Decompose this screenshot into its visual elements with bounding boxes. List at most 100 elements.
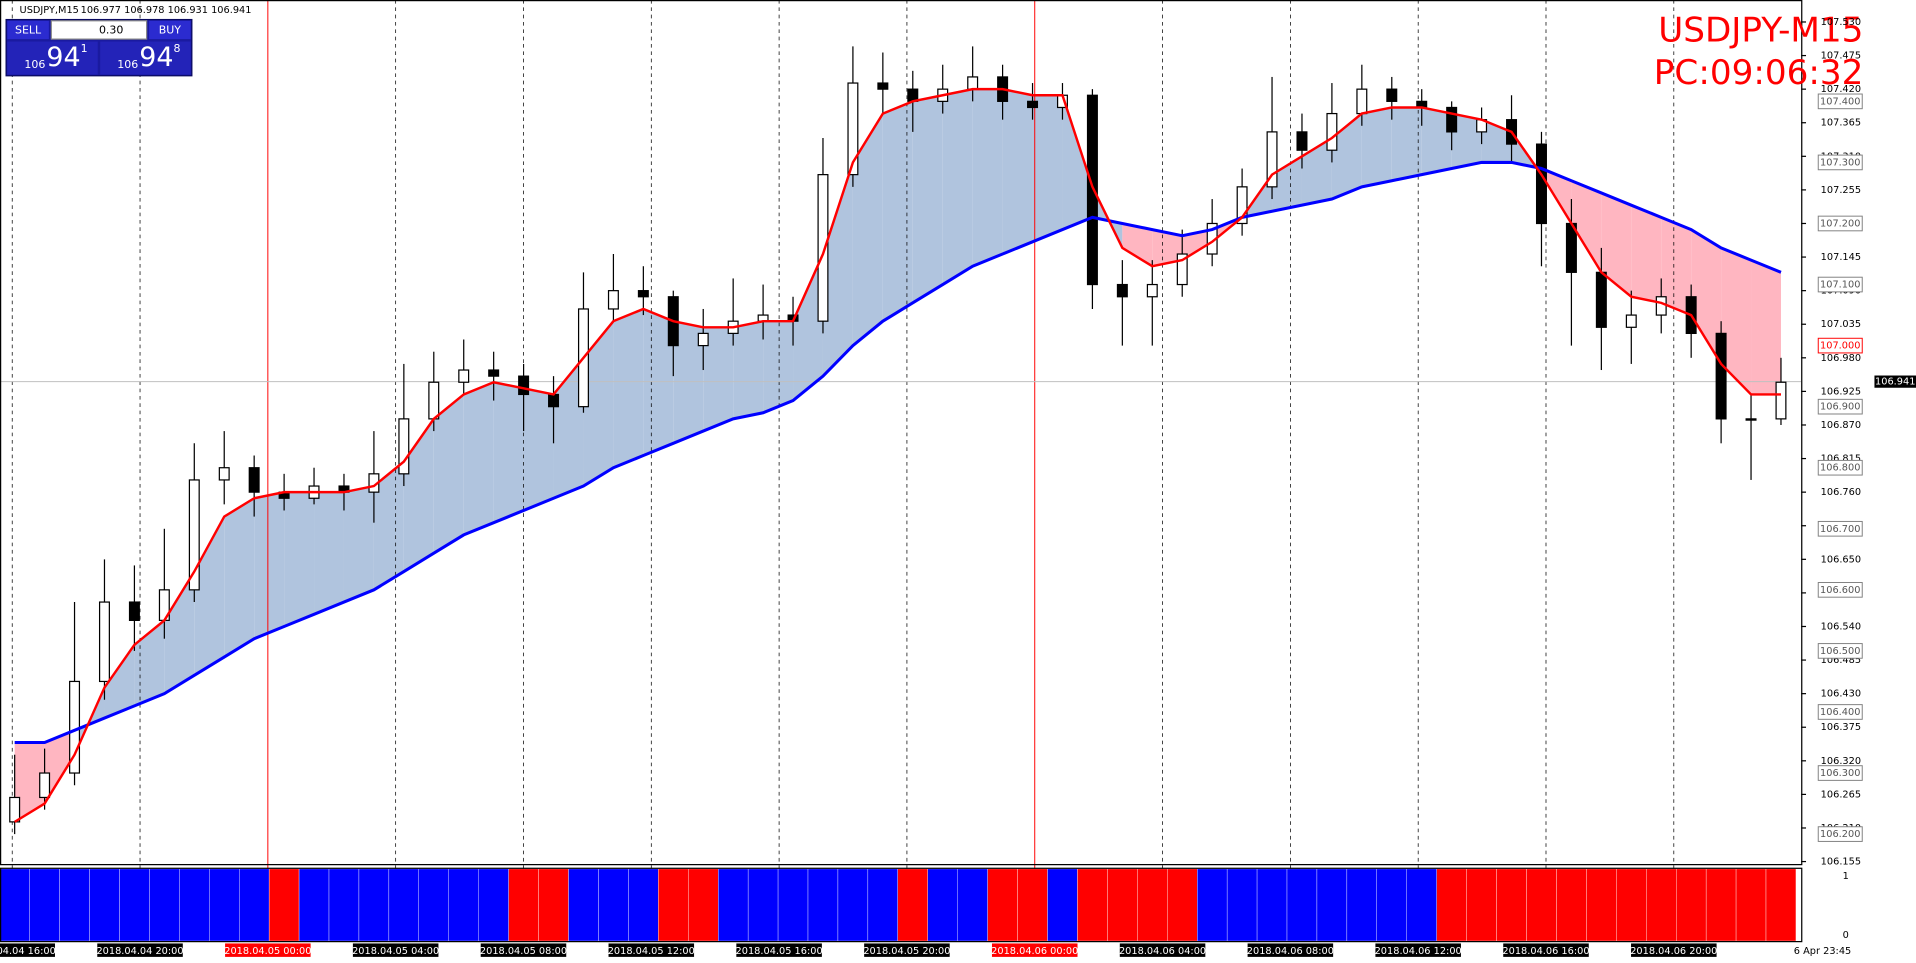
trend-bar	[268, 868, 300, 942]
candle-body	[98, 601, 110, 683]
y-tick-label: 106.430	[1821, 689, 1861, 700]
trend-bar	[837, 868, 869, 942]
candle-body	[1146, 283, 1158, 298]
trend-bar	[1676, 868, 1707, 942]
trend-bar	[897, 868, 928, 942]
time-label: 2018.04.06 04:00	[1119, 946, 1206, 957]
ma-fill	[793, 254, 823, 401]
candle-body	[518, 375, 530, 396]
ma-fill	[613, 308, 644, 468]
candle-body	[188, 479, 200, 591]
ma-fill	[164, 571, 195, 694]
trade-panel: SELL 0.30 BUY 106 94 1 106 94 8	[5, 18, 193, 77]
price-level-label: 107.400	[1820, 96, 1860, 107]
bid-fraction: 1	[81, 42, 88, 55]
ma-fill	[1571, 180, 1602, 273]
y-tick-label: 106.980	[1821, 353, 1861, 364]
ma-fill	[972, 89, 1003, 267]
ma-fill	[1751, 260, 1781, 395]
ask-box[interactable]	[100, 41, 191, 75]
trend-bar	[298, 868, 330, 942]
ma-fill	[1691, 229, 1722, 364]
price-level-box	[1817, 643, 1863, 659]
ma-fill	[673, 321, 704, 444]
candle-body	[1356, 88, 1368, 115]
candle-body	[458, 369, 470, 383]
ma-fill	[284, 492, 315, 627]
ma-fill	[14, 742, 45, 822]
time-label: 2018.04.05 20:00	[863, 946, 950, 957]
volume-input[interactable]	[50, 20, 148, 40]
current-price-label: 106.941	[1875, 377, 1915, 388]
trend-bar	[658, 868, 689, 942]
volume[interactable]: 0.30	[99, 24, 123, 37]
candle-body	[847, 82, 859, 176]
sub-tick-label: 0	[1843, 930, 1849, 941]
ma-fill	[822, 162, 853, 377]
price-level-label: 106.600	[1820, 585, 1860, 596]
time-label: 2018.04.06 12:00	[1375, 946, 1462, 957]
candle-body	[218, 467, 230, 481]
ma-fill	[763, 321, 794, 413]
candle-body	[1446, 106, 1458, 133]
ma-fill	[733, 321, 764, 419]
candle-body	[1655, 296, 1667, 316]
trend-bar	[1436, 868, 1467, 942]
trend-bar	[1077, 868, 1108, 942]
y-tick-label: 107.530	[1821, 17, 1861, 28]
candle-body	[9, 796, 21, 823]
trend-bar	[1496, 868, 1527, 942]
trend-bar	[927, 868, 958, 942]
candle-body	[1086, 94, 1098, 286]
trend-bar	[478, 868, 509, 942]
time-label-box	[1375, 943, 1461, 957]
candle-body	[1386, 88, 1398, 102]
price-level-label: 106.200	[1820, 829, 1860, 840]
time-label: 2018.04.04 16:00	[0, 946, 56, 957]
overlay-symbol: USDJPY-M15	[1658, 10, 1863, 50]
time-label: 2018.04.06 08:00	[1247, 946, 1334, 957]
price-level-box	[1817, 520, 1863, 537]
quote: 106.977 106.978 106.931 106.941	[81, 5, 252, 16]
time-label-box	[0, 943, 55, 957]
overlay-clock: PC:09:06:32	[1654, 53, 1864, 93]
price-level-box	[1817, 826, 1863, 842]
trend-bar	[328, 868, 360, 942]
trend-bar	[1466, 868, 1497, 942]
sell-button[interactable]	[7, 20, 49, 40]
time-label: 2018.04.04 20:00	[96, 946, 183, 957]
candle-body	[607, 290, 619, 310]
sub-frame	[0, 867, 1803, 943]
price-level-label: 107.100	[1820, 280, 1860, 291]
ma-fill	[1122, 223, 1153, 267]
candle-body	[1326, 112, 1338, 151]
buy-button[interactable]	[149, 20, 191, 40]
candle-body	[1595, 271, 1607, 328]
buy-label[interactable]: BUY	[159, 24, 182, 37]
ma-fill	[1182, 229, 1213, 261]
time-label: 2018.04.05 12:00	[608, 946, 695, 957]
price-level-box	[1817, 459, 1863, 476]
price-level-box	[1817, 704, 1863, 720]
ma-fill	[1301, 137, 1332, 206]
price-level-box	[1817, 276, 1863, 293]
y-tick-label: 106.815	[1821, 454, 1861, 465]
sell-label[interactable]: SELL	[15, 24, 42, 37]
bid-big-figure: 106	[24, 58, 45, 71]
time-label-box	[608, 943, 695, 957]
y-tick-label: 106.870	[1821, 420, 1861, 431]
ma-fill	[1062, 95, 1093, 230]
time-label-box	[736, 943, 822, 957]
bid-box[interactable]	[7, 41, 98, 75]
y-tick-label: 107.475	[1821, 51, 1861, 62]
trend-bar	[1047, 868, 1078, 942]
symbol-title: USDJPY,M15	[20, 5, 79, 16]
time-label-box	[1503, 943, 1589, 957]
current-price-box	[1874, 375, 1916, 388]
ma-fill	[44, 730, 75, 804]
candle-body	[1775, 381, 1787, 420]
candle-body	[1535, 143, 1547, 225]
trend-bar	[1197, 868, 1228, 942]
ma-fill	[1631, 205, 1662, 303]
